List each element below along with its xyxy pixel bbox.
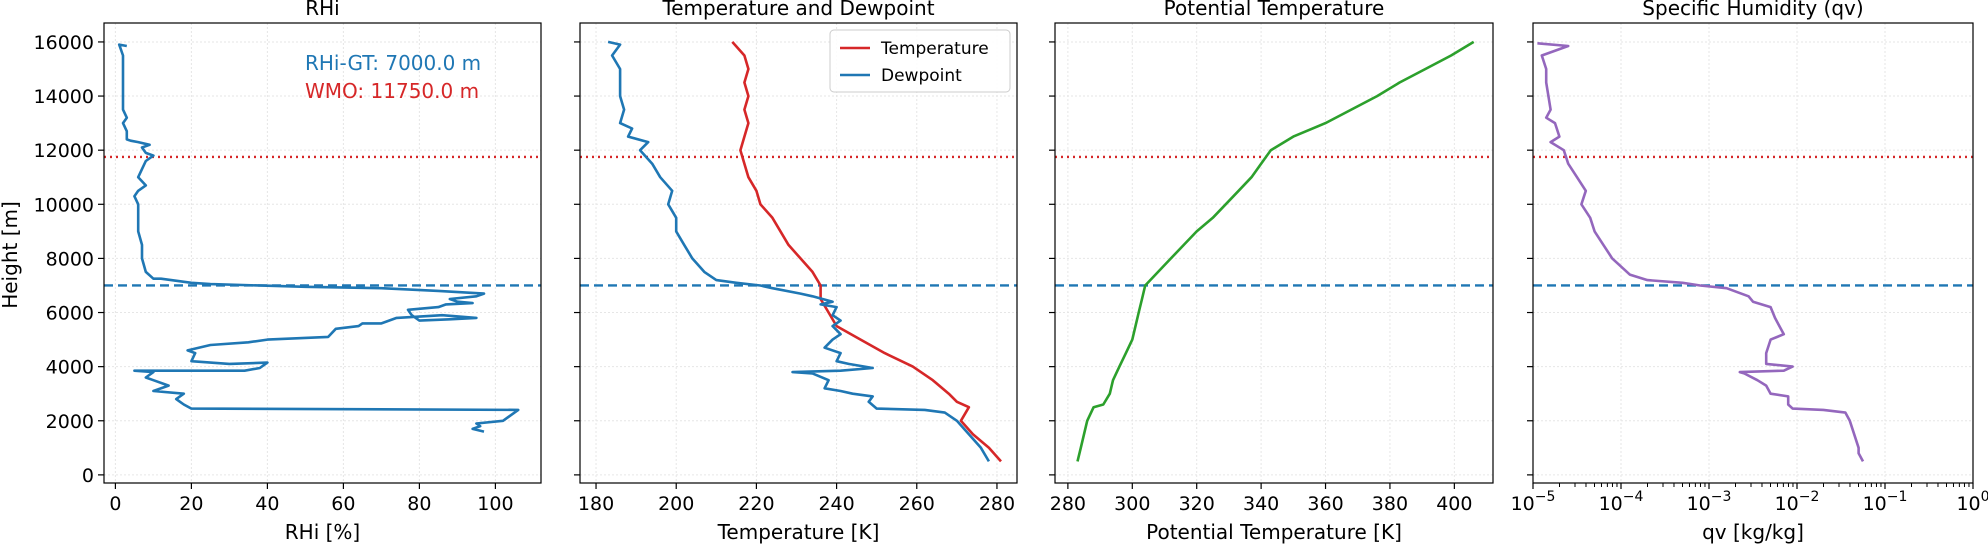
x-tick-label: 180 (578, 493, 614, 515)
y-tick-label: 0 (82, 465, 94, 487)
annotation-text: WMO: 11750.0 m (305, 79, 479, 103)
series-line-panel-4 (1537, 42, 1865, 463)
shared-y-axis-label: Height [m] (0, 201, 22, 309)
x-axis-label: Potential Temperature [K] (1146, 520, 1402, 544)
chart-panel-2: 180 200 220 240 260 280 Temperature and Dewpoi… (574, 0, 1018, 544)
x-tick-label: 10−4 (1599, 489, 1644, 515)
annotation-text: RHi-GT: 7000.0 m (305, 51, 481, 75)
y-tick-label: 12000 (34, 140, 94, 162)
legend-label: Temperature (880, 39, 989, 59)
x-tick-label: 340 (1243, 493, 1279, 515)
x-tick-label: 300 (1114, 493, 1150, 515)
chart-panel-3: 280 300 320 340 360 380 400 Potential Temperatu… (1049, 0, 1494, 544)
x-tick-label: 10−1 (1863, 489, 1908, 515)
x-tick-label: 360 (1307, 493, 1343, 515)
axes-frame (579, 22, 1018, 484)
chart-title: RHi (305, 0, 340, 20)
x-tick-label: 100 (1956, 489, 1988, 515)
y-tick-label: 10000 (34, 194, 94, 216)
x-tick-label: 280 (979, 493, 1015, 515)
y-tick-label: 2000 (46, 411, 94, 433)
axes-frame (1532, 22, 1974, 484)
x-tick-label: 400 (1436, 493, 1472, 515)
series-line-panel-3 (1076, 40, 1475, 462)
x-tick-label: 0 (109, 493, 121, 515)
x-tick-label: 10−3 (1687, 489, 1732, 515)
y-tick-label: 14000 (34, 86, 94, 108)
x-tick-label: 10−5 (1511, 489, 1556, 515)
x-tick-label: 200 (658, 493, 694, 515)
series-line-panel-1 (117, 43, 520, 433)
legend: Temperature Dewpoint (829, 29, 1011, 93)
axes-frame (103, 22, 542, 484)
x-tick-label: 100 (477, 493, 513, 515)
x-tick-label: 80 (407, 493, 431, 515)
chart-title: Potential Temperature (1164, 0, 1385, 20)
chart-panel-1: 0 2000 4000 6000 8000 10000 12000 14000 16000 0 20… (34, 0, 542, 544)
x-tick-label: 240 (818, 493, 854, 515)
series-line-temperature (731, 41, 1002, 463)
x-tick-label: 20 (179, 493, 203, 515)
x-tick-label: 320 (1179, 493, 1215, 515)
y-tick-label: 4000 (46, 357, 94, 379)
x-tick-label: 380 (1372, 493, 1408, 515)
x-tick-label: 40 (255, 493, 279, 515)
series-line-dewpoint (607, 40, 991, 463)
y-tick-label: 6000 (46, 303, 94, 325)
x-axis-label: Temperature [K] (717, 520, 880, 544)
legend-label: Dewpoint (881, 66, 962, 86)
x-tick-label: 260 (899, 493, 935, 515)
x-axis-label: qv [kg/kg] (1702, 520, 1804, 544)
y-tick-label: 16000 (34, 32, 94, 54)
y-tick-label: 8000 (46, 248, 94, 270)
chart-panel-4: 10−5 10−4 10−3 10−2 10−1 100 Specific Humidity… (1511, 0, 1988, 544)
x-tick-label: 220 (738, 493, 774, 515)
x-axis-label: RHi [%] (285, 520, 360, 544)
axes-frame (1054, 22, 1494, 484)
x-tick-label: 280 (1050, 493, 1086, 515)
legend-box (829, 29, 1011, 93)
x-tick-label: 60 (331, 493, 355, 515)
x-tick-label: 10−2 (1775, 489, 1820, 515)
chart-title: Specific Humidity (qv) (1642, 0, 1863, 20)
chart-title: Temperature and Dewpoint (661, 0, 934, 20)
